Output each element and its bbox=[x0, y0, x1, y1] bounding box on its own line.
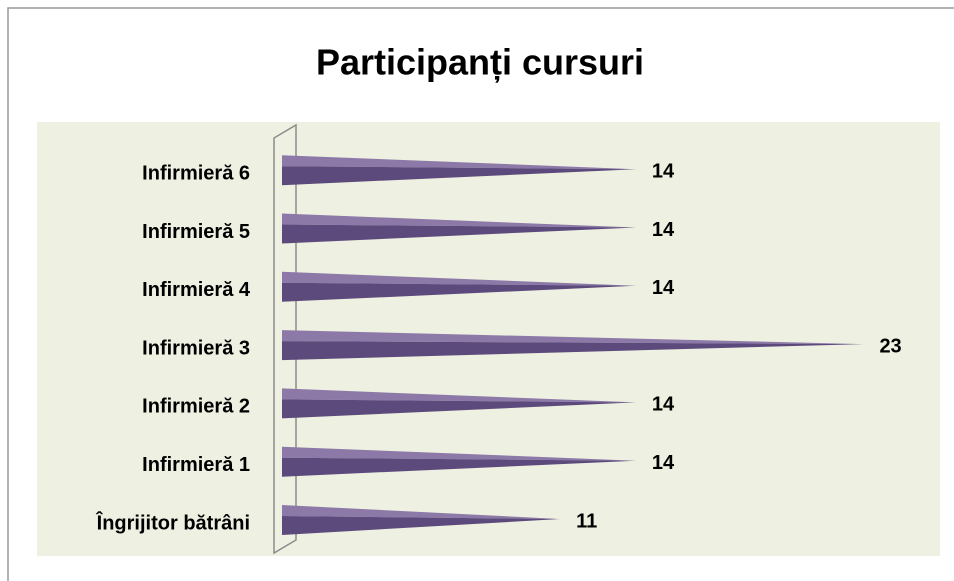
value-label: 23 bbox=[879, 335, 901, 357]
bar-front-face bbox=[282, 224, 636, 244]
y-tick-label: Îngrijitor bătrâni bbox=[96, 510, 250, 534]
bar bbox=[282, 446, 636, 477]
y-tick-label: Infirmieră 6 bbox=[142, 162, 250, 184]
y-tick-label: Infirmieră 1 bbox=[142, 454, 250, 476]
bar-front-face bbox=[282, 341, 864, 361]
bar bbox=[282, 271, 636, 302]
y-tick-label: Infirmieră 3 bbox=[142, 337, 250, 359]
y-tick-label: Infirmieră 5 bbox=[142, 221, 250, 243]
value-label: 14 bbox=[652, 160, 675, 182]
value-label: 14 bbox=[652, 452, 675, 474]
value-label: 14 bbox=[652, 219, 675, 241]
bar-top-face bbox=[282, 446, 636, 461]
bar bbox=[282, 505, 561, 535]
value-label: 11 bbox=[576, 510, 597, 532]
chart-title: Participanți cursuri bbox=[316, 42, 644, 84]
bar-top-face bbox=[282, 155, 636, 170]
bar bbox=[282, 388, 636, 419]
y-tick-label: Infirmieră 4 bbox=[142, 279, 251, 301]
value-label: 14 bbox=[652, 394, 675, 416]
bar-top-face bbox=[282, 330, 864, 345]
frame bbox=[7, 7, 954, 581]
y-tick-label: Infirmieră 2 bbox=[142, 396, 250, 418]
bar-top-face bbox=[282, 213, 636, 228]
bar-top-face bbox=[282, 271, 636, 286]
bar-front-face bbox=[282, 399, 636, 419]
bar bbox=[282, 213, 636, 244]
value-label: 14 bbox=[652, 277, 675, 299]
bar bbox=[282, 330, 864, 361]
bar-top-face bbox=[282, 388, 636, 403]
bar-front-face bbox=[282, 457, 636, 477]
bar-front-face bbox=[282, 166, 636, 186]
bar-front-face bbox=[282, 282, 636, 302]
bar-top-face bbox=[282, 505, 561, 519]
bar-front-face bbox=[282, 516, 561, 535]
bar bbox=[282, 155, 636, 186]
